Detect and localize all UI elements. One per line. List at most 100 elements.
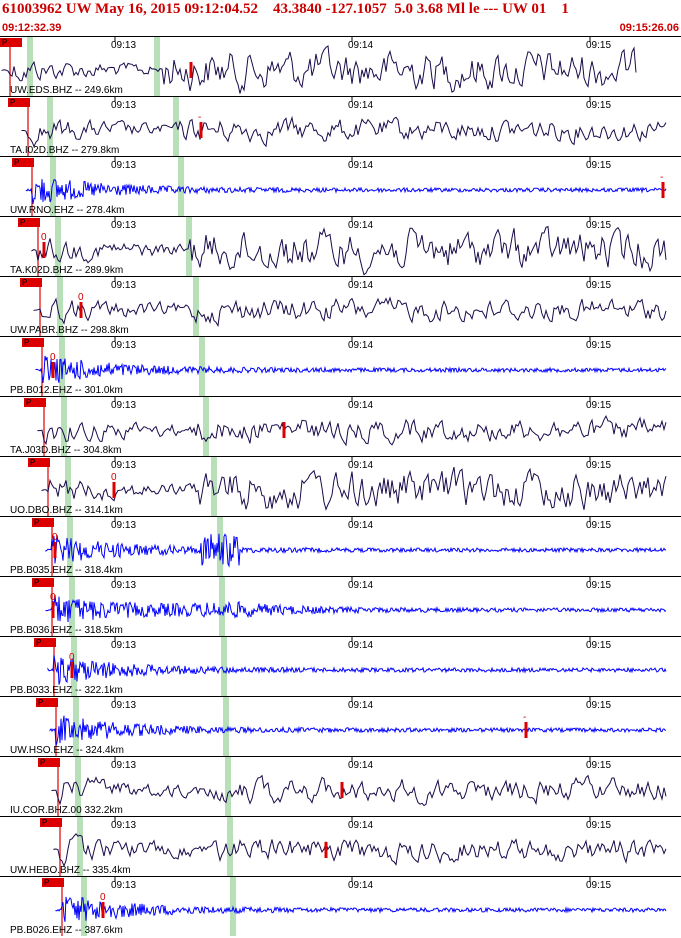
waveform [21, 115, 667, 148]
p-flag-label: P [2, 38, 7, 47]
time-tick-label: 09:15 [586, 280, 611, 291]
phase-band [59, 336, 65, 396]
time-tick-label: 09:15 [586, 460, 611, 471]
p-flag-label: P [44, 878, 49, 887]
p-flag [32, 578, 54, 587]
station-label: UW.PABR.BHZ -- 298.8km [10, 325, 129, 336]
phase-band [73, 696, 79, 756]
time-tick-label: 09:15 [586, 160, 611, 171]
phase-band [154, 36, 160, 96]
pick-marker [524, 722, 528, 738]
waveform [33, 296, 667, 328]
pick-marker [53, 542, 57, 558]
p-flag [42, 878, 64, 887]
waveform [47, 655, 667, 685]
p-flag-label: P [42, 818, 47, 827]
time-tick-label: 09:14 [348, 640, 373, 651]
phase-band [173, 96, 179, 156]
station-label: IU.COR.BHZ.00 332.2km [10, 805, 123, 816]
pick-label: - [660, 172, 663, 183]
trace-row: 09:13 09:14 09:15 P TA.J03D.BHZ -- 304.8km [0, 396, 681, 456]
pick-marker [112, 482, 116, 498]
time-tick-label: 09:14 [348, 580, 373, 591]
phase-band [217, 516, 223, 576]
waveform [45, 594, 667, 623]
trace-row: 09:13 09:14 09:15 P UW.EDS.BHZ -- 249.6km [0, 36, 681, 96]
pick-marker [70, 662, 74, 678]
time-tick-label: 09:13 [111, 520, 136, 531]
p-flag [18, 218, 40, 227]
time-tick-label: 09:14 [348, 160, 373, 171]
trace-row: 09:13 09:14 09:15 - P UW.RNO.EHZ -- 278.4km [0, 156, 681, 216]
phase-band [221, 636, 227, 696]
time-tick-label: 09:14 [348, 40, 373, 51]
trace-row: 09:13 09:14 09:15 0 P UO.DBO.BHZ -- 314.1km [0, 456, 681, 516]
time-tick-label: 09:15 [586, 40, 611, 51]
time-tick-label: 09:15 [586, 220, 611, 231]
p-flag [24, 398, 46, 407]
p-flag [36, 698, 58, 707]
trace-row: 09:13 09:14 09:15 0 P PB.B026.EHZ -- 387.6km [0, 876, 681, 936]
pick-marker [42, 242, 46, 258]
p-flag [20, 278, 42, 287]
pick-label: 0 [52, 532, 58, 543]
pick-label: 0 [78, 292, 84, 303]
phase-band [219, 576, 225, 636]
waveform [45, 533, 667, 568]
phase-band [203, 396, 209, 456]
phase-band [27, 36, 33, 96]
p-flag-label: P [24, 338, 29, 347]
phase-band [223, 696, 229, 756]
time-tick-label: 09:15 [586, 340, 611, 351]
p-flag [34, 638, 56, 647]
window-start-time: 09:12:32.39 [2, 22, 62, 34]
p-flag-label: P [10, 98, 15, 107]
trace-row: 09:13 09:14 09:15 - P UW.HSO.EHZ -- 324.4km [0, 696, 681, 756]
pick-marker [51, 362, 55, 378]
pick-label: 0 [41, 232, 47, 243]
pick-marker [199, 122, 203, 138]
phase-band [50, 156, 56, 216]
time-tick-label: 09:14 [348, 520, 373, 531]
p-flag-label: P [34, 578, 39, 587]
time-tick-label: 09:15 [586, 700, 611, 711]
pick-label: - [523, 712, 526, 723]
p-flag-label: P [36, 638, 41, 647]
time-tick-label: 09:13 [111, 340, 136, 351]
time-tick-label: 09:15 [586, 640, 611, 651]
event-title: 61003962 UW May 16, 2015 09:12:04.52 43.… [2, 1, 569, 17]
pick-marker [101, 902, 105, 918]
station-label: UW.EDS.BHZ -- 249.6km [10, 85, 123, 96]
waveform [53, 833, 667, 868]
time-tick-label: 09:14 [348, 460, 373, 471]
trace-row: 09:13 09:14 09:15 0 P PB.B035.EHZ -- 318.4km [0, 516, 681, 576]
waveform [55, 896, 667, 922]
waveform [41, 466, 667, 511]
p-flag [28, 458, 50, 467]
time-tick-label: 09:13 [111, 220, 136, 231]
station-label: UO.DBO.BHZ -- 314.1km [10, 505, 123, 516]
pick-label: 0 [69, 652, 75, 663]
p-flag-label: P [40, 758, 45, 767]
trace-row: 09:13 09:14 09:15 P IU.COR.BHZ.00 332.2km [0, 756, 681, 816]
station-label: PB.B012.EHZ -- 301.0km [10, 385, 123, 396]
trace-row: 09:13 09:14 09:15 0 P PB.B033.EHZ -- 322.1km [0, 636, 681, 696]
time-tick-label: 09:15 [586, 760, 611, 771]
time-tick-label: 09:14 [348, 100, 373, 111]
pick-marker [79, 302, 83, 318]
time-tick-label: 09:13 [111, 400, 136, 411]
trace-row: 09:13 09:14 09:15 - P TA.I02D.BHZ -- 279.8km [0, 96, 681, 156]
waveform [31, 225, 667, 276]
phase-band [178, 156, 184, 216]
trace-row: 09:13 09:14 09:15 0 P TA.K02D.BHZ -- 289.9km [0, 216, 681, 276]
time-tick-label: 09:13 [111, 640, 136, 651]
time-tick-label: 09:13 [111, 760, 136, 771]
time-tick-label: 09:14 [348, 220, 373, 231]
time-tick-label: 09:14 [348, 760, 373, 771]
waveform [25, 179, 667, 204]
time-tick-label: 09:14 [348, 880, 373, 891]
trace-row: 09:13 09:14 09:15 0 P PB.B036.EHZ -- 318.5km [0, 576, 681, 636]
p-flag-label: P [30, 458, 35, 467]
time-tick-label: 09:13 [111, 700, 136, 711]
